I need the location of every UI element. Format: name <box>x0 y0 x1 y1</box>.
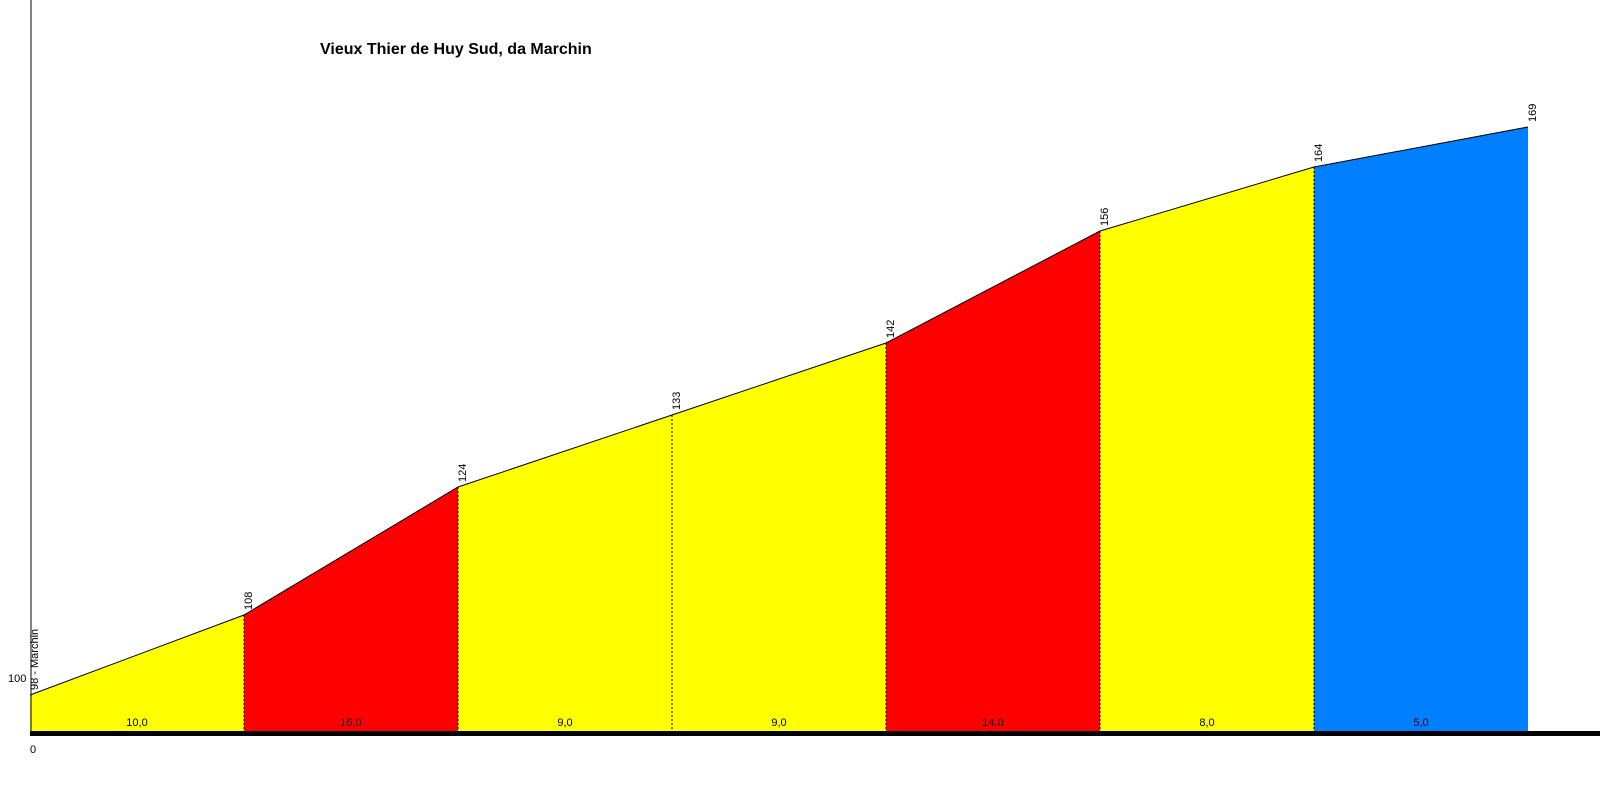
profile-segment-7 <box>1314 127 1528 731</box>
chart-title: Vieux Thier de Huy Sud, da Marchin <box>320 41 592 58</box>
start-point-label: 98 - Marchin <box>29 629 41 690</box>
x-axis-line <box>30 731 1600 736</box>
profile-labels: 10,0 16,0 9,0 9,0 14,0 8,0 5,0 98 - Marchin 108 1… <box>29 104 1539 729</box>
profile-segment-4 <box>672 343 886 731</box>
y-tick-label-100: 100 <box>8 673 26 685</box>
profile-segment-1 <box>30 615 244 731</box>
profile-segment-3 <box>458 415 672 731</box>
segment-gradient-label: 9,0 <box>771 717 786 729</box>
profile-segment-2 <box>244 487 458 731</box>
altitude-label: 108 <box>243 592 255 610</box>
segment-gradient-label: 5,0 <box>1413 717 1428 729</box>
profile-line <box>29 126 1529 696</box>
segment-gradient-label: 16,0 <box>340 717 361 729</box>
altitude-label: 164 <box>1313 144 1325 162</box>
profile-segment-5 <box>886 231 1100 731</box>
altitude-label: 169 <box>1527 104 1539 122</box>
altitude-label: 133 <box>671 392 683 410</box>
segment-gradient-label: 9,0 <box>557 717 572 729</box>
altitude-label: 124 <box>457 464 469 482</box>
altitude-label: 142 <box>885 320 897 338</box>
profile-segment-6 <box>1100 167 1314 731</box>
x-tick-label-0: 0 <box>30 744 36 756</box>
segment-gradient-label: 8,0 <box>1199 717 1214 729</box>
segment-gradient-label: 14,0 <box>982 717 1003 729</box>
altitude-label: 156 <box>1099 208 1111 226</box>
segment-gradient-label: 10,0 <box>126 717 147 729</box>
profile-segments <box>29 126 1529 731</box>
